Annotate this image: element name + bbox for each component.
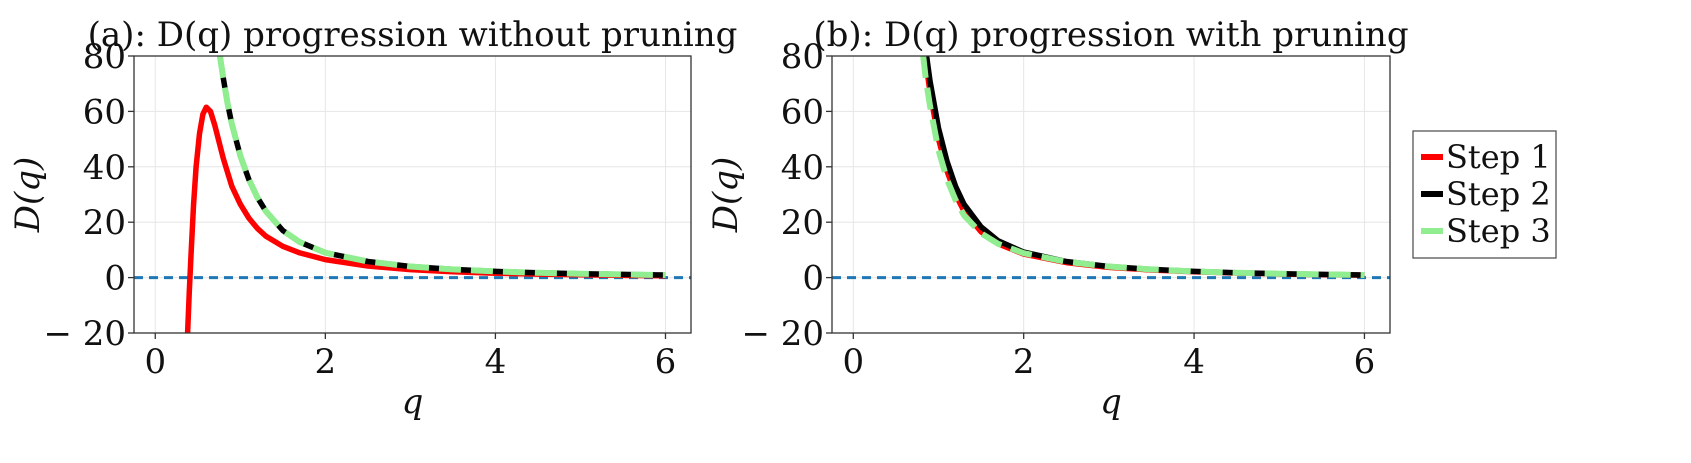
x-tick-label: 4	[1183, 342, 1205, 382]
y-tick-label: 0	[104, 259, 126, 299]
x-tick-label: 6	[655, 342, 677, 382]
y-tick-label: 40	[83, 148, 126, 188]
panel-a: 0 2 4 6 − 20 0 20 40 60 80(a): D(q) progression w…	[8, 15, 737, 422]
x-axis-label: q	[1100, 382, 1122, 422]
legend-label: Step 2	[1446, 175, 1551, 213]
panel-b: 0 2 4 6 − 20 0 20 40 60 80(b): D(q) progression w…	[706, 15, 1409, 422]
y-tick-label: 0	[802, 259, 824, 299]
series-group	[184, 56, 666, 333]
x-tick-label: 2	[315, 342, 337, 382]
y-tick-label: 80	[83, 37, 126, 77]
chart-title: (a): D(q) progression without pruning	[88, 15, 738, 55]
chart-title: (b): D(q) progression with pruning	[813, 15, 1408, 55]
x-tick-label: 2	[1013, 342, 1035, 382]
x-tick-label: 4	[485, 342, 507, 382]
series-line-step-1	[184, 104, 666, 333]
y-tick-label: 40	[781, 148, 824, 188]
series-line-step-3	[920, 56, 1365, 278]
y-tick-label: − 20	[741, 314, 824, 354]
series-line-step-3	[216, 56, 666, 278]
x-tick-label: 0	[842, 342, 864, 382]
y-tick-label: 20	[781, 203, 824, 243]
x-axis-label: q	[402, 382, 424, 422]
y-axis-label: D(q)	[706, 157, 746, 234]
legend-label: Step 3	[1446, 212, 1551, 250]
y-tick-label: − 20	[43, 314, 126, 354]
plot-frame	[831, 55, 1391, 334]
plot-frame	[133, 55, 692, 334]
y-axis-label: D(q)	[8, 157, 48, 234]
legend-label: Step 1	[1446, 138, 1551, 176]
series-line-step-2	[217, 56, 666, 278]
series-group	[920, 56, 1365, 278]
y-tick-label: 80	[781, 37, 824, 77]
y-tick-label: 20	[83, 203, 126, 243]
y-tick-label: 60	[83, 92, 126, 132]
y-tick-label: 60	[781, 92, 824, 132]
x-tick-label: 0	[144, 342, 166, 382]
x-tick-label: 6	[1354, 342, 1376, 382]
